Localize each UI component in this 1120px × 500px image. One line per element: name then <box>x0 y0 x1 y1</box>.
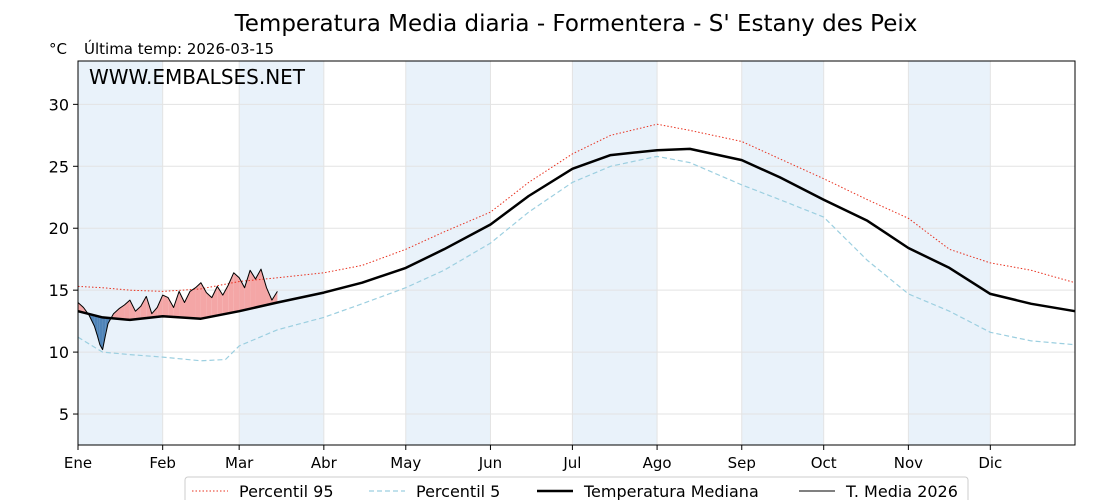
below-median-fill <box>94 315 98 335</box>
x-axis: Ene Feb Mar Abr May Jun Jul Ago Sep Oct Nov Dic <box>64 445 1002 472</box>
above-median-fill <box>118 305 125 320</box>
series-line <box>77 268 278 351</box>
x-tick-label: Dic <box>978 454 1002 472</box>
above-median-fill <box>135 306 141 320</box>
above-median-fill <box>157 295 163 317</box>
above-median-fill <box>195 282 201 319</box>
y-tick-label: 20 <box>49 219 69 238</box>
above-median-fill <box>184 291 190 318</box>
y-axis: 5 10 15 20 25 30 <box>49 95 78 424</box>
legend-label: T. Media 2026 <box>845 482 958 500</box>
above-median-fill <box>162 295 169 317</box>
x-tick-label: Ene <box>64 454 92 472</box>
above-median-fill <box>222 285 229 315</box>
x-tick-label: Jul <box>562 454 581 472</box>
above-median-fill <box>78 302 84 313</box>
above-median-fill <box>140 296 147 319</box>
month-band <box>908 61 991 445</box>
legend-label: Percentil 95 <box>239 482 334 500</box>
plot-frame <box>77 60 1076 446</box>
above-median-fill <box>173 291 180 318</box>
above-median-fill <box>200 282 207 319</box>
above-median-fill <box>206 292 212 318</box>
month-band <box>405 61 491 445</box>
above-median-fill <box>179 291 185 318</box>
above-median-fill <box>151 307 158 318</box>
x-tick-label: Jun <box>478 454 502 472</box>
above-median-fill <box>168 297 174 317</box>
chart-title: Temperatura Media diaria - Formentera - … <box>234 11 918 37</box>
legend-box <box>184 476 969 500</box>
legend-label: Percentil 5 <box>416 482 500 500</box>
series-lines <box>77 123 1076 362</box>
above-median-fill <box>271 291 278 304</box>
legend-label: Temperatura Mediana <box>583 482 759 500</box>
month-band <box>239 61 324 445</box>
above-median-fill <box>250 270 256 309</box>
month-band <box>741 61 824 445</box>
above-median-fill <box>113 308 119 319</box>
above-median-fill <box>124 300 130 320</box>
above-median-fill <box>233 272 240 313</box>
x-tick-label: Feb <box>149 454 176 472</box>
x-tick-label: Ago <box>643 454 672 472</box>
watermark: WWW.EMBALSES.NET <box>89 65 306 89</box>
below-median-fill <box>99 316 103 350</box>
x-tick-label: Oct <box>811 454 837 472</box>
month-band <box>572 61 658 445</box>
x-tick-label: Abr <box>311 454 338 472</box>
above-median-fill <box>261 269 267 307</box>
x-tick-label: Mar <box>225 454 254 472</box>
month-band <box>78 61 163 445</box>
y-tick-label: 15 <box>49 281 69 300</box>
y-tick-label: 10 <box>49 343 69 362</box>
y-unit-label: °C <box>49 40 67 58</box>
above-median-fill <box>129 300 136 320</box>
x-tick-label: Nov <box>894 454 923 472</box>
above-median-fill <box>211 286 218 317</box>
month-bands <box>78 61 991 445</box>
above-median-fill <box>255 269 262 308</box>
y-tick-label: 5 <box>59 405 69 424</box>
below-median-fill <box>102 317 106 350</box>
below-median-fill <box>97 316 100 345</box>
above-median-fill <box>189 287 196 319</box>
series-line <box>77 147 1076 322</box>
series-line <box>77 123 1076 292</box>
x-tick-label: Sep <box>728 454 756 472</box>
y-tick-label: 30 <box>49 95 69 114</box>
y-tick-label: 25 <box>49 157 69 176</box>
legend: Percentil 95 Percentil 5 Temperatura Media… <box>184 476 969 500</box>
x-tick-label: May <box>390 454 421 472</box>
last-update-label: Última temp: 2026-03-15 <box>84 39 274 58</box>
